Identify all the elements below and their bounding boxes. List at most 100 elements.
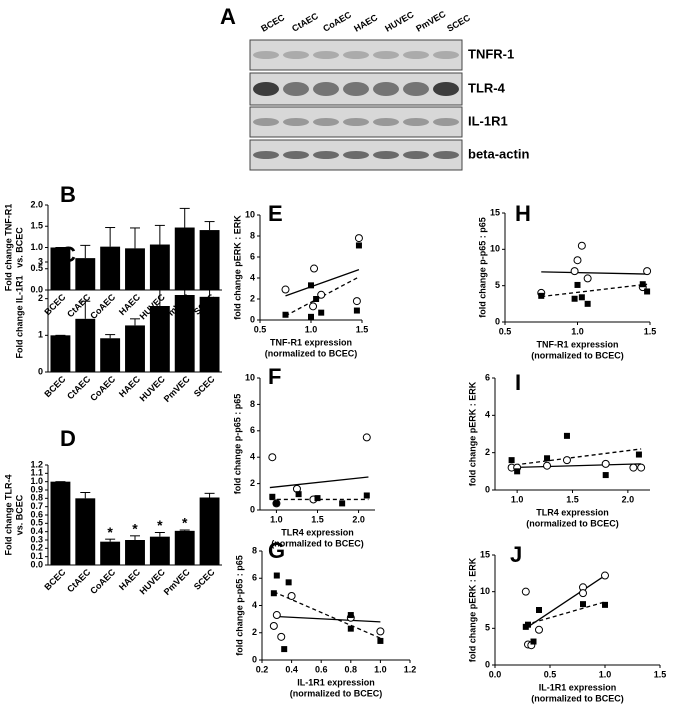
y-tick-label: 0.1 — [30, 551, 43, 561]
point — [339, 500, 346, 507]
x-tick-label: 1.5 — [356, 324, 369, 334]
x-tick-label: 0.5 — [544, 669, 557, 679]
point — [287, 591, 296, 600]
lane-label: CtAEC — [290, 11, 320, 34]
x-axis-label: (normalized to BCEC) — [526, 518, 619, 528]
y-tick-label: 2 — [250, 478, 255, 488]
point — [571, 295, 578, 302]
point — [544, 455, 551, 462]
band — [313, 118, 339, 126]
panel-letter: J — [510, 542, 522, 567]
error-bar — [105, 334, 116, 339]
x-tick-label: 0.0 — [489, 669, 502, 679]
band — [253, 82, 279, 96]
band — [433, 51, 459, 59]
y-tick-label: 0 — [38, 366, 43, 376]
band — [373, 151, 399, 159]
y-tick-label: 1.5 — [30, 221, 43, 231]
point — [535, 625, 543, 634]
fit-line — [525, 601, 606, 626]
x-axis-label: IL-1R1 expression — [539, 682, 617, 692]
point — [268, 453, 277, 462]
y-tick-label: 0.7 — [30, 501, 43, 511]
point — [314, 495, 321, 502]
point — [563, 432, 570, 439]
panel-letter: I — [515, 370, 521, 395]
y-tick-label: 10 — [245, 209, 255, 219]
y-tick-label: 5 — [495, 280, 500, 290]
error-bar — [154, 224, 165, 245]
bar — [100, 246, 121, 290]
bar — [174, 295, 195, 372]
point — [363, 492, 370, 499]
point — [644, 288, 651, 295]
error-bar — [130, 535, 140, 540]
x-tick-label: BCEC — [42, 374, 67, 399]
protein-label: TNFR-1 — [468, 46, 514, 61]
x-tick-label: 1.0 — [511, 494, 524, 504]
lane-label: HAEC — [352, 12, 380, 34]
annotation: * — [157, 517, 163, 533]
point — [309, 302, 318, 311]
lane-label: BCEC — [259, 12, 287, 34]
error-bar — [105, 538, 116, 542]
protein-label: TLR-4 — [468, 80, 506, 95]
error-bar — [204, 221, 215, 231]
y-tick-label: 1 — [38, 330, 43, 340]
error-bar — [80, 244, 91, 259]
point — [273, 500, 280, 507]
y-tick-label: 10 — [245, 372, 255, 382]
y-axis-label: fold change pERK : ERK — [232, 215, 242, 320]
error-bar — [80, 300, 91, 319]
x-tick-label: 2.0 — [352, 514, 365, 524]
fit-line — [269, 476, 369, 489]
point — [362, 433, 371, 442]
x-tick-label: 1.2 — [404, 664, 417, 674]
point — [536, 607, 542, 613]
y-tick-label: 2.0 — [30, 199, 43, 209]
fit-line — [541, 283, 648, 298]
fit-line — [273, 591, 381, 639]
x-tick-label: 1.5 — [311, 514, 324, 524]
panel-letter: G — [268, 538, 285, 563]
point — [577, 241, 586, 250]
lane-label: SCEC — [445, 12, 472, 33]
x-axis-label: TNF-R1 expression — [536, 339, 618, 349]
x-tick-label: PmVEC — [162, 374, 192, 404]
point — [635, 451, 642, 458]
fit-line — [273, 615, 381, 623]
band — [373, 82, 399, 96]
annotation: * — [132, 521, 138, 537]
y-tick-label: 0 — [495, 316, 500, 326]
y-tick-label: 0 — [485, 659, 490, 669]
band — [343, 51, 369, 59]
x-tick-label: 0.5 — [254, 324, 267, 334]
y-tick-label: 0 — [252, 654, 257, 664]
band — [373, 51, 399, 59]
x-axis-label: (normalized to BCEC) — [290, 688, 383, 698]
point — [601, 571, 609, 580]
fit-line — [508, 463, 642, 469]
y-axis-label: fold change pERK : ERK — [467, 381, 477, 486]
x-tick-label: 1.5 — [566, 494, 579, 504]
band — [253, 51, 279, 59]
point — [602, 601, 608, 608]
x-tick-label: CoAEC — [88, 292, 117, 321]
band — [253, 151, 279, 159]
bar — [50, 247, 71, 290]
y-axis-label: Fold change TLR-4 — [3, 475, 13, 556]
x-tick-label: SCEC — [192, 567, 217, 592]
bar — [199, 497, 220, 565]
point — [583, 274, 592, 283]
x-tick-label: 1.0 — [374, 664, 387, 674]
y-tick-label: 10 — [480, 586, 490, 596]
point — [578, 294, 585, 301]
bar — [149, 306, 170, 372]
error-bar — [130, 227, 140, 249]
y-tick-label: 0.3 — [30, 534, 43, 544]
point — [521, 587, 530, 596]
band — [433, 82, 459, 96]
y-axis-label: vs. BCEC — [14, 494, 24, 535]
x-tick-label: SCEC — [192, 374, 217, 399]
